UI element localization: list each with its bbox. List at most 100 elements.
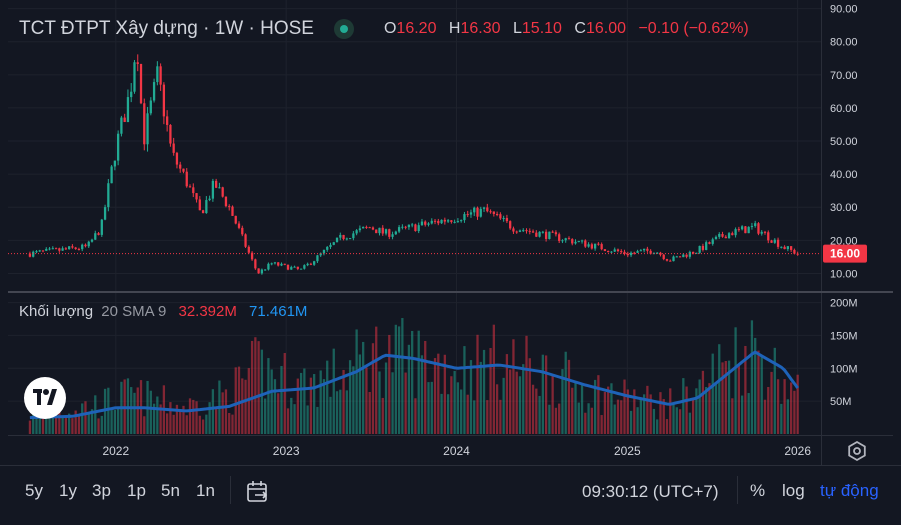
- volume-bar: [192, 399, 195, 434]
- volume-bar: [440, 393, 443, 434]
- volume-bar: [182, 405, 185, 434]
- candle-body: [133, 62, 136, 92]
- volume-bar: [786, 399, 790, 434]
- log-scale-button[interactable]: log: [782, 481, 805, 500]
- candle-body: [257, 268, 260, 274]
- candle-body: [103, 207, 107, 220]
- volume-tick-label: 150M: [830, 330, 858, 342]
- volume-bar: [90, 409, 94, 434]
- candle-body: [607, 251, 610, 253]
- volume-bar: [87, 413, 90, 434]
- range-1n-button[interactable]: 1n: [196, 481, 215, 500]
- volume-bar: [397, 326, 401, 434]
- volume-bar: [665, 419, 669, 434]
- volume-bar: [420, 355, 424, 434]
- candle-body: [698, 245, 701, 253]
- candle-body: [54, 248, 58, 250]
- candle-body: [786, 246, 790, 250]
- candle-body: [126, 97, 130, 123]
- candle-body: [241, 227, 244, 235]
- candle-body: [388, 229, 391, 237]
- candle-body: [669, 260, 672, 262]
- volume-bar: [205, 414, 208, 434]
- volume-bar: [348, 360, 352, 434]
- volume-bar: [394, 324, 397, 434]
- candle-body: [182, 168, 185, 172]
- volume-legend[interactable]: Khối lượng 20 SMA 9 32.392M 71.461M: [19, 303, 307, 320]
- candle-body: [283, 263, 286, 265]
- open-label: O: [383, 20, 397, 37]
- volume-bar: [195, 401, 198, 434]
- volume-bar: [479, 361, 482, 434]
- candle-body: [28, 253, 32, 257]
- candle-body: [316, 255, 319, 262]
- candle-body: [531, 231, 535, 233]
- percent-scale-button[interactable]: %: [750, 481, 766, 500]
- range-5n-button[interactable]: 5n: [161, 481, 180, 500]
- volume-bar: [94, 395, 97, 434]
- volume-bar: [538, 395, 541, 434]
- candle-body: [110, 166, 113, 184]
- calendar-range-icon[interactable]: [246, 480, 270, 504]
- timezone-clock[interactable]: 09:30:12 (UTC+7): [582, 482, 719, 501]
- candle-body: [705, 242, 708, 250]
- candle-body: [250, 252, 254, 260]
- candle-body: [767, 232, 770, 241]
- symbol-title[interactable]: TCT ĐTPT Xây dựng · 1W · HOSE: [19, 18, 314, 39]
- candle-body: [244, 234, 247, 247]
- volume-bar: [45, 412, 48, 434]
- settings-gear-icon[interactable]: [846, 440, 868, 462]
- candle-body: [267, 263, 270, 270]
- candle-body: [120, 117, 123, 134]
- chart-area[interactable]: 10.00 20.00 30.00 40.00 50.00 60.00 70.00 80.00…: [0, 0, 901, 465]
- candle-body: [456, 221, 460, 223]
- candle-body: [763, 231, 767, 233]
- volume-bar: [280, 366, 283, 434]
- volume-bar: [776, 379, 780, 434]
- volume-bar: [633, 389, 636, 434]
- candle-body: [420, 221, 424, 226]
- candle-body: [277, 262, 280, 266]
- candle-body: [371, 227, 375, 230]
- price-tick-label: 30.00: [830, 202, 858, 214]
- tradingview-logo-icon[interactable]: [24, 377, 66, 419]
- candle-body: [796, 253, 799, 255]
- candle-body: [280, 263, 283, 266]
- volume-bar: [296, 378, 299, 434]
- candle-body: [708, 242, 711, 244]
- range-1y-button[interactable]: 1y: [59, 481, 77, 500]
- candle-body: [740, 226, 744, 230]
- volume-bar: [378, 371, 381, 434]
- volume-bar: [512, 339, 515, 434]
- volume-bar: [100, 415, 103, 434]
- candle-body: [750, 225, 754, 227]
- volume-bar: [417, 330, 420, 434]
- volume-bar: [711, 353, 714, 434]
- candle-body: [593, 243, 597, 249]
- volume-bar: [554, 407, 558, 434]
- market-status-icon[interactable]: [333, 19, 354, 39]
- candle-body: [299, 268, 303, 270]
- volume-bar: [244, 379, 247, 434]
- range-3p-button[interactable]: 3p: [92, 481, 111, 500]
- range-1p-button[interactable]: 1p: [127, 481, 146, 500]
- range-5y-button[interactable]: 5y: [25, 481, 43, 500]
- volume-bar: [159, 404, 162, 434]
- candle-body: [561, 240, 564, 242]
- candle-body: [656, 252, 659, 254]
- volume-bar: [358, 354, 362, 434]
- volume-bar: [793, 390, 796, 434]
- price-tick-label: 60.00: [830, 103, 858, 115]
- candle-body: [198, 199, 201, 211]
- time-tick-label: 2023: [273, 444, 300, 458]
- candle-body: [417, 225, 420, 232]
- volume-legend-params: 20 SMA 9: [101, 303, 167, 320]
- volume-sma-line: [29, 350, 799, 420]
- volume-bar: [731, 398, 734, 434]
- candle-body: [231, 206, 234, 216]
- candle-body: [211, 180, 215, 199]
- volume-bar: [528, 358, 531, 434]
- candle-body: [45, 248, 48, 251]
- volume-bar: [796, 374, 799, 434]
- auto-scale-button[interactable]: tự động: [820, 481, 879, 500]
